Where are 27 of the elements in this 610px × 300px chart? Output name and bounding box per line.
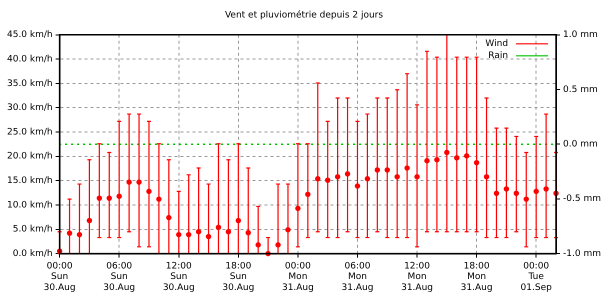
y-tick-label: 25.0 km/h	[6, 127, 53, 138]
y2-tick-label: 0.0 mm	[563, 140, 598, 150]
y2-tick-label: -0.5 mm	[563, 194, 602, 204]
y-tick-label: 45.0 km/h	[6, 30, 53, 40]
x-tick-label: 18:00 Mon 31.Aug	[460, 261, 493, 293]
x-tick-label: 00:00 Tue 01.Sep	[520, 261, 552, 293]
y2-tick-label: 1.0 mm	[563, 30, 598, 40]
y2-tick-label: 0.5 mm	[563, 84, 598, 95]
x-tick-label: 00:00 Mon 31.Aug	[282, 261, 314, 293]
y-tick-label: 35.0 km/h	[6, 78, 53, 89]
y-tick-label: 5.0 km/h	[12, 224, 53, 235]
x-tick-label: 12:00 Mon 31.Aug	[401, 261, 433, 293]
y-tick-label: 40.0 km/h	[6, 54, 53, 64]
y-tick-label: 30.0 km/h	[6, 103, 53, 114]
legend-label: Rain	[488, 51, 508, 62]
x-tick-label: 18:00 Sun 30.Aug	[222, 261, 254, 293]
x-tick-label: 12:00 Sun 30.Aug	[162, 261, 195, 293]
x-tick-label: 06:00 Sun 30.Aug	[103, 261, 136, 293]
y-tick-label: 15.0 km/h	[6, 176, 53, 186]
x-tick-label: 00:00 Sun 30.Aug	[44, 261, 76, 293]
y-tick-label: 20.0 km/h	[6, 152, 53, 162]
y-tick-label: 0.0 km/h	[12, 248, 53, 259]
chart-title: Vent et pluviométrie depuis 2 jours	[224, 10, 384, 21]
y-tick-label: 10.0 km/h	[6, 200, 53, 210]
x-tick-label: 06:00 Mon 31.Aug	[342, 261, 374, 293]
y2-tick-label: -1.0 mm	[563, 248, 602, 259]
legend-label: Wind	[485, 39, 508, 50]
